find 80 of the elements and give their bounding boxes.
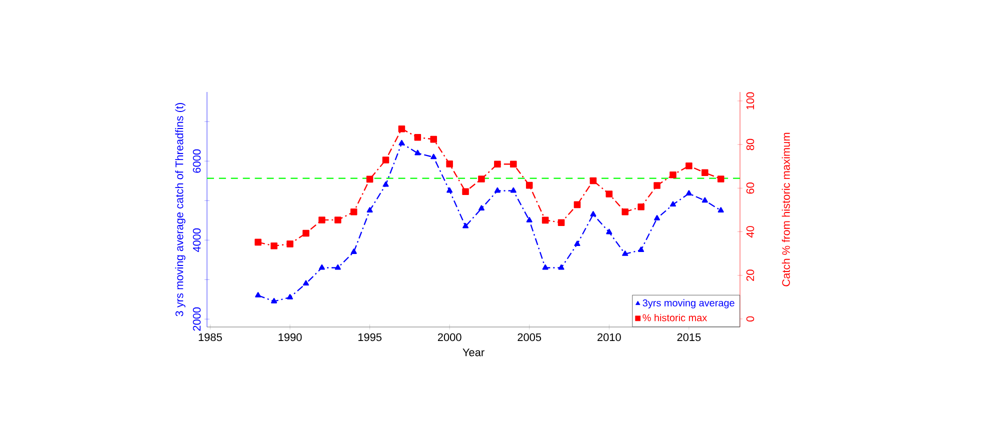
point <box>702 197 708 203</box>
x-tick-label: 2000 <box>438 333 462 342</box>
point <box>366 176 374 183</box>
y2-tick-label: 0 <box>746 316 754 322</box>
point <box>702 169 708 176</box>
point <box>430 154 437 160</box>
point <box>446 187 453 193</box>
y2-tick-label: 60 <box>746 182 754 194</box>
point <box>318 216 326 224</box>
point <box>254 238 262 246</box>
point <box>670 201 676 207</box>
point <box>414 150 421 156</box>
point <box>526 216 532 222</box>
point <box>558 219 565 226</box>
point <box>670 171 676 178</box>
y-axis-title: 3 yrs moving average catch of Threadfins (t) <box>175 103 186 316</box>
x-tick-label: 2010 <box>598 333 621 342</box>
x-tick-label: 1995 <box>358 333 382 342</box>
point <box>686 190 692 196</box>
point <box>526 182 533 189</box>
point <box>430 136 437 143</box>
point <box>718 207 724 212</box>
y-tick-label: 4000 <box>192 228 201 252</box>
x-tick-label: 2015 <box>677 333 701 342</box>
point <box>462 222 469 228</box>
point <box>654 214 660 220</box>
point <box>334 216 342 224</box>
y2-axis-title: Catch % from historic maximum <box>782 132 790 286</box>
point <box>398 140 405 146</box>
y2-tick-label: 100 <box>746 92 754 110</box>
point <box>510 187 516 193</box>
point <box>398 125 406 132</box>
x-tick-label: 1985 <box>198 333 222 342</box>
point <box>542 216 549 224</box>
point <box>574 240 580 246</box>
point <box>462 188 469 196</box>
point <box>271 298 278 304</box>
point <box>574 201 581 208</box>
point <box>606 228 612 234</box>
y2-tick-label: 40 <box>746 226 754 238</box>
point <box>382 181 389 187</box>
point <box>590 177 597 184</box>
point <box>350 208 358 216</box>
point <box>558 264 564 270</box>
point <box>717 176 724 182</box>
point <box>270 242 278 250</box>
point <box>350 248 357 254</box>
x-axis-title: Year <box>462 348 484 356</box>
y2-tick-label: 80 <box>746 138 754 150</box>
point <box>654 182 660 189</box>
point <box>494 160 501 168</box>
point <box>494 187 500 193</box>
y-tick-label: 6000 <box>192 149 201 173</box>
x-tick-label: 1990 <box>278 333 302 342</box>
point <box>446 160 453 168</box>
legend-label: 3yrs moving average <box>642 299 734 308</box>
point <box>318 264 325 270</box>
point <box>478 176 485 182</box>
point <box>638 203 644 210</box>
point <box>414 134 422 141</box>
point <box>622 250 628 256</box>
point <box>286 240 294 248</box>
point <box>622 208 628 216</box>
point <box>334 264 341 270</box>
point <box>686 162 692 170</box>
point <box>382 156 390 164</box>
y2-tick-label: 20 <box>746 270 754 281</box>
point <box>590 211 596 216</box>
point <box>302 280 309 286</box>
point <box>286 294 293 300</box>
point <box>510 160 517 168</box>
x-tick-label: 2005 <box>518 333 542 342</box>
point <box>542 264 548 270</box>
point <box>478 205 484 211</box>
point <box>366 207 373 212</box>
point <box>606 190 613 198</box>
point <box>302 230 310 237</box>
legend-label: % historic max <box>642 314 708 322</box>
point <box>255 292 262 298</box>
point <box>638 246 644 252</box>
